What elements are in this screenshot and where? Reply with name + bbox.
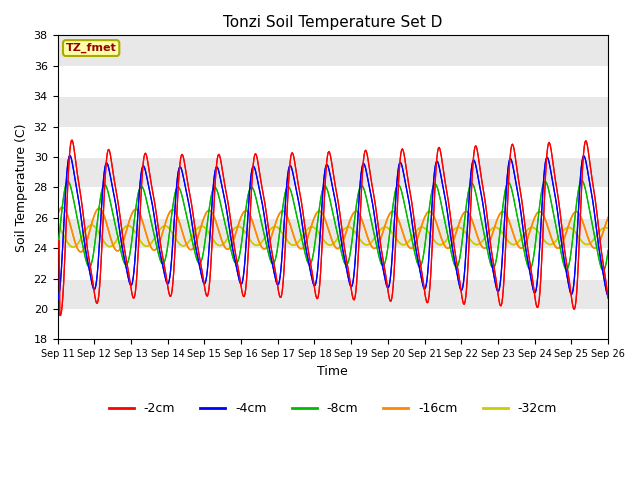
X-axis label: Time: Time <box>317 365 348 378</box>
Bar <box>58 157 608 187</box>
Text: TZ_fmet: TZ_fmet <box>66 43 116 53</box>
Title: Tonzi Soil Temperature Set D: Tonzi Soil Temperature Set D <box>223 15 442 30</box>
Bar <box>58 278 608 309</box>
Bar <box>58 218 608 248</box>
Bar <box>58 36 608 66</box>
Bar <box>58 66 608 96</box>
Bar <box>58 248 608 278</box>
Bar <box>58 96 608 127</box>
Y-axis label: Soil Temperature (C): Soil Temperature (C) <box>15 123 28 252</box>
Bar <box>58 309 608 339</box>
Bar <box>58 187 608 218</box>
Legend: -2cm, -4cm, -8cm, -16cm, -32cm: -2cm, -4cm, -8cm, -16cm, -32cm <box>104 397 562 420</box>
Bar <box>58 127 608 157</box>
